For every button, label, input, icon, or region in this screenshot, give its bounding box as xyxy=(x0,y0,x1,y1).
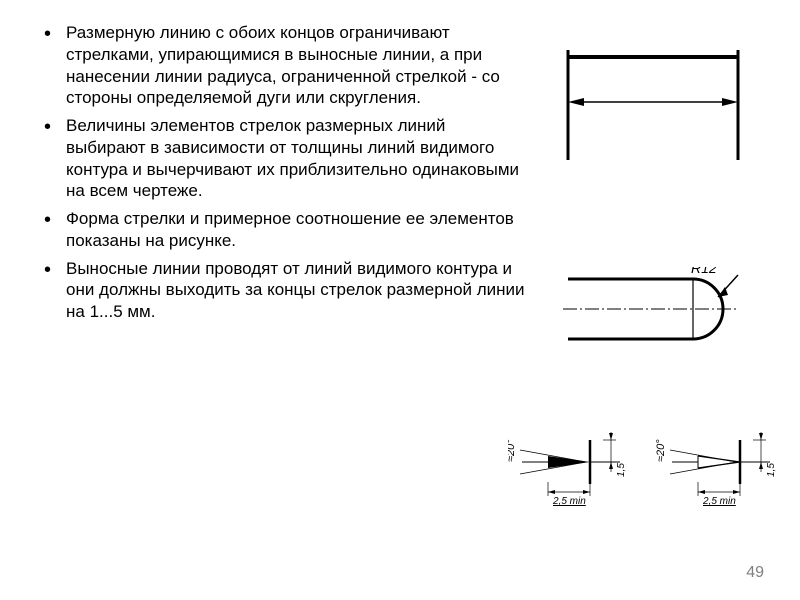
dim-h-label: 2,5 min xyxy=(552,496,586,507)
figures-column: R12 ≈20° xyxy=(538,22,780,580)
bullet-item: Форма стрелки и примерное соотношение ее… xyxy=(40,208,528,252)
angle-label: ≈20° xyxy=(655,439,667,462)
bullet-item: Выносные линии проводят от линий видимог… xyxy=(40,258,528,323)
dimension-line-figure xyxy=(548,42,758,162)
bullet-list: Размерную линию с обоих концов ограничив… xyxy=(40,22,528,323)
radius-figure: R12 xyxy=(563,267,753,352)
text-column: Размерную линию с обоих концов ограничив… xyxy=(40,22,538,580)
page-number: 49 xyxy=(746,564,764,582)
dim-h-label: 2,5 min xyxy=(702,496,736,507)
bullet-item: Размерную линию с обоих концов ограничив… xyxy=(40,22,528,109)
dim-v-label: 1,5 xyxy=(766,463,777,477)
radius-label: R12 xyxy=(691,267,717,276)
dim-v-label: 1,5 xyxy=(616,463,627,477)
arrow-detail-figure: ≈20° 2,5 min xyxy=(508,422,798,527)
angle-label: ≈20° xyxy=(508,439,517,462)
bullet-item: Величины элементов стрелок размерных лин… xyxy=(40,115,528,202)
